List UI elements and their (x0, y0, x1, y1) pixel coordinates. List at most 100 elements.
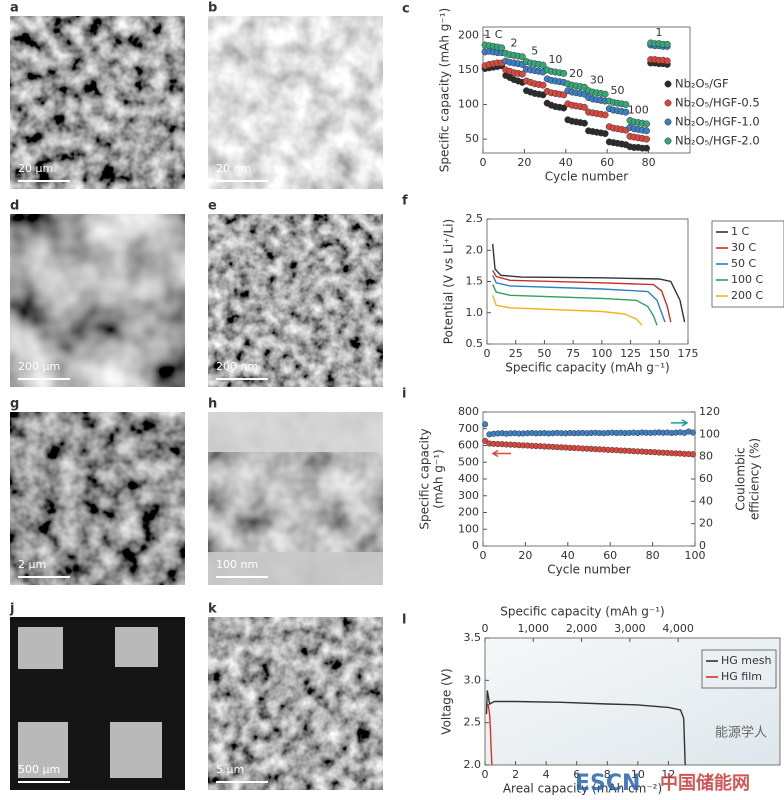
y-tick-label: 2.5 (466, 212, 484, 225)
y-tick-label: 600 (458, 439, 479, 452)
x-tick-label: 6 (573, 768, 580, 781)
legend-label: 30 C (731, 241, 756, 254)
x2-tick-label: 0 (482, 622, 489, 635)
rate-label: 50 (611, 84, 625, 97)
y-axis-title: Specific capacity (418, 428, 432, 529)
y2-tick-label: 120 (699, 405, 720, 418)
legend-marker (664, 99, 672, 107)
x-tick-label: 20 (517, 156, 531, 169)
y2-tick-label: 80 (699, 450, 713, 463)
y2-axis-title: Coulombic (734, 447, 748, 510)
y-axis-title: (mAh g⁻¹) (432, 449, 446, 508)
rate-label: 5 (531, 45, 538, 58)
y-tick-label: 0 (472, 539, 479, 552)
x-tick-label: 100 (685, 549, 706, 562)
legend-label: 1 C (731, 225, 749, 238)
scale-bar-label: 20 μm (18, 162, 53, 175)
x-tick-label: 0 (482, 768, 489, 781)
y-tick-label: 3.0 (464, 673, 482, 686)
scale-bar-label: 5 μm (216, 763, 244, 776)
y-tick-label: 300 (458, 489, 479, 502)
data-point (518, 53, 526, 61)
legend-label: HG film (721, 670, 762, 683)
x-tick-label: 20 (518, 549, 532, 562)
data-line (487, 703, 493, 766)
legend-label: HG mesh (721, 654, 772, 667)
rate-label: 20 (569, 67, 583, 80)
x-tick-label: 60 (603, 549, 617, 562)
panel-letter: f (402, 194, 408, 209)
watermark: ESCN (575, 771, 640, 796)
axis-arrow (671, 419, 689, 427)
scale-bar-label: 200 nm (216, 360, 258, 373)
plot-area (486, 218, 689, 345)
y-tick-label: 400 (458, 472, 479, 485)
y-tick-label: 500 (458, 455, 479, 468)
data-point (580, 103, 588, 111)
legend-label: 100 C (731, 273, 763, 286)
x-tick-label: 12 (661, 768, 675, 781)
y-axis-title: Potential (V vs Li⁺/Li) (442, 219, 456, 344)
x-axis-title: Areal capacity (mAh cm⁻²) (503, 782, 662, 796)
y-tick-label: 2.0 (466, 243, 484, 256)
scale-bar-label: 200 μm (18, 360, 60, 373)
legend-label: 50 C (731, 257, 756, 270)
legend-label: Nb₂O₅/HGF-1.0 (675, 115, 760, 129)
data-point (663, 40, 671, 48)
y-tick-label: 50 (465, 132, 479, 145)
x2-tick-label: 3,000 (614, 622, 646, 635)
x-tick-label: 125 (620, 347, 641, 360)
x2-axis-title: Specific capacity (mAh g⁻¹) (500, 605, 664, 619)
data-point (601, 111, 609, 119)
y-tick-label: 100 (458, 98, 479, 111)
x-tick-label: 150 (649, 347, 670, 360)
scale-bar-label: 100 nm (216, 558, 258, 571)
data-point (643, 120, 650, 128)
watermark: 能源学人 (715, 725, 767, 741)
y2-tick-label: 60 (699, 472, 713, 485)
axis-arrow (491, 449, 511, 458)
data-line (492, 295, 643, 326)
y-tick-label: 2.5 (464, 716, 482, 729)
data-point (643, 135, 650, 143)
x-tick-label: 0 (480, 549, 487, 562)
data-point (518, 70, 526, 78)
data-point (643, 144, 650, 152)
rate-label: 1 (655, 26, 662, 39)
x-tick-label: 2 (512, 768, 519, 781)
legend-label: Nb₂O₅/HGF-2.0 (675, 134, 760, 148)
micrograph (208, 617, 383, 790)
pattern-square (110, 722, 162, 778)
legend-box (701, 649, 777, 689)
x-tick-label: 25 (509, 347, 523, 360)
watermark: 中国储能网 (660, 772, 750, 794)
y-tick-label: 0.5 (466, 337, 484, 350)
data-point (560, 69, 568, 77)
x-tick-label: 0 (484, 347, 491, 360)
x-tick-label: 8 (604, 768, 611, 781)
data-point (689, 429, 696, 436)
panel-letter: a (10, 1, 19, 16)
panel-letter: h (208, 397, 217, 412)
panel-letter: b (208, 1, 217, 16)
micrograph (10, 214, 185, 387)
scale-bar-label: 20 nm (216, 162, 251, 175)
data-point (498, 44, 506, 52)
x-tick-label: 100 (591, 347, 612, 360)
x-tick-label: 80 (642, 156, 656, 169)
y-tick-label: 3.5 (464, 631, 482, 644)
data-point (560, 104, 568, 112)
x-tick-label: 80 (646, 549, 660, 562)
x-axis-title: Specific capacity (mAh g⁻¹) (505, 361, 669, 375)
legend-marker (664, 118, 672, 126)
data-point (622, 101, 630, 108)
tem-background (208, 552, 383, 585)
scale-bar-label: 500 μm (18, 763, 60, 776)
data-point (601, 90, 609, 98)
x-tick-label: 10 (631, 768, 645, 781)
data-line (492, 275, 666, 323)
x-tick-label: 50 (537, 347, 551, 360)
pattern-square (115, 627, 158, 667)
legend-label: 200 C (731, 289, 763, 302)
